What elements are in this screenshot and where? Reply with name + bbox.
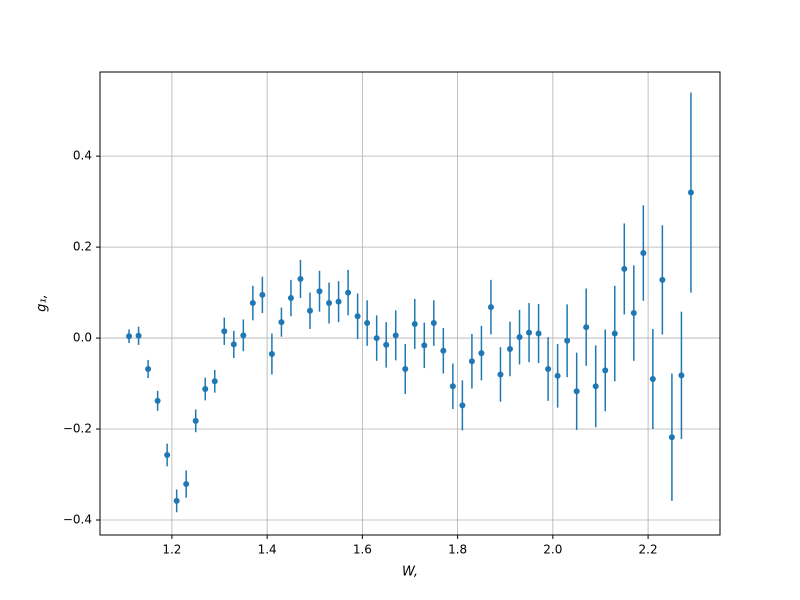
data-point bbox=[192, 417, 199, 424]
x-tick-label: 1.8 bbox=[448, 543, 467, 557]
data-point bbox=[221, 328, 228, 335]
data-point bbox=[307, 307, 313, 314]
data-point bbox=[592, 383, 599, 390]
data-point bbox=[268, 350, 275, 357]
y-tick-label: 0.0 bbox=[73, 331, 92, 345]
data-point bbox=[611, 330, 618, 337]
data-point bbox=[164, 451, 171, 458]
data-point bbox=[678, 372, 685, 379]
data-point bbox=[202, 386, 209, 393]
data-point bbox=[487, 304, 494, 311]
grid bbox=[100, 72, 720, 535]
y-tick-label: 0.2 bbox=[73, 240, 92, 254]
data-point bbox=[354, 313, 361, 320]
data-point bbox=[507, 345, 513, 352]
x-tick-label: 2.0 bbox=[543, 543, 562, 557]
data-point bbox=[183, 481, 190, 488]
data-point bbox=[240, 332, 247, 339]
data-point bbox=[668, 434, 675, 441]
data-point bbox=[535, 330, 542, 337]
data-point bbox=[468, 358, 475, 365]
data-point bbox=[545, 365, 552, 372]
y-tick-label: −0.2 bbox=[63, 422, 92, 436]
plot-frame bbox=[99, 71, 721, 536]
data-point bbox=[497, 371, 504, 378]
data-point bbox=[335, 298, 342, 305]
y-tick-label: 0.4 bbox=[73, 149, 92, 163]
data-point bbox=[145, 365, 152, 372]
data-point bbox=[154, 397, 161, 404]
data-point bbox=[126, 333, 133, 340]
data-point bbox=[440, 347, 447, 354]
x-axis-label: W, bbox=[402, 565, 418, 580]
data-point bbox=[630, 310, 637, 317]
data-point bbox=[421, 342, 428, 349]
data-point bbox=[249, 300, 256, 307]
data-point bbox=[392, 332, 399, 339]
x-tick-label: 1.4 bbox=[258, 543, 277, 557]
y-tick-label: −0.4 bbox=[63, 512, 92, 526]
data-point bbox=[583, 324, 590, 331]
data-point bbox=[554, 372, 561, 379]
data-point bbox=[373, 335, 380, 342]
y-axis-label: g₁, bbox=[35, 294, 50, 312]
data-point bbox=[459, 402, 466, 409]
data-point bbox=[564, 337, 571, 344]
data-point bbox=[402, 365, 409, 372]
data-point bbox=[287, 295, 294, 302]
data-point bbox=[173, 497, 180, 504]
data-point bbox=[383, 341, 390, 348]
data-point bbox=[230, 341, 237, 348]
data-point bbox=[516, 334, 523, 341]
data-point bbox=[573, 388, 580, 395]
data-point bbox=[602, 367, 609, 374]
data-point bbox=[411, 320, 418, 327]
data-point bbox=[449, 383, 456, 390]
data-point bbox=[478, 350, 485, 357]
data-point bbox=[649, 375, 656, 382]
x-tick-label: 1.2 bbox=[162, 543, 181, 557]
x-tick-label: 1.6 bbox=[353, 543, 372, 557]
data-point bbox=[211, 378, 218, 385]
data-point bbox=[430, 320, 437, 327]
data-point bbox=[278, 319, 285, 326]
data-point bbox=[345, 289, 352, 296]
data-point bbox=[640, 250, 647, 257]
data-point bbox=[316, 288, 323, 295]
data-point bbox=[135, 332, 142, 339]
data-point bbox=[526, 329, 533, 336]
data-point bbox=[364, 320, 371, 327]
data-point bbox=[659, 276, 666, 283]
data-point bbox=[326, 300, 333, 307]
data-point bbox=[259, 291, 266, 298]
x-tick-label: 2.2 bbox=[639, 543, 658, 557]
marks bbox=[126, 92, 694, 513]
data-point bbox=[687, 189, 694, 196]
data-point bbox=[621, 265, 628, 272]
data-point bbox=[297, 275, 304, 282]
